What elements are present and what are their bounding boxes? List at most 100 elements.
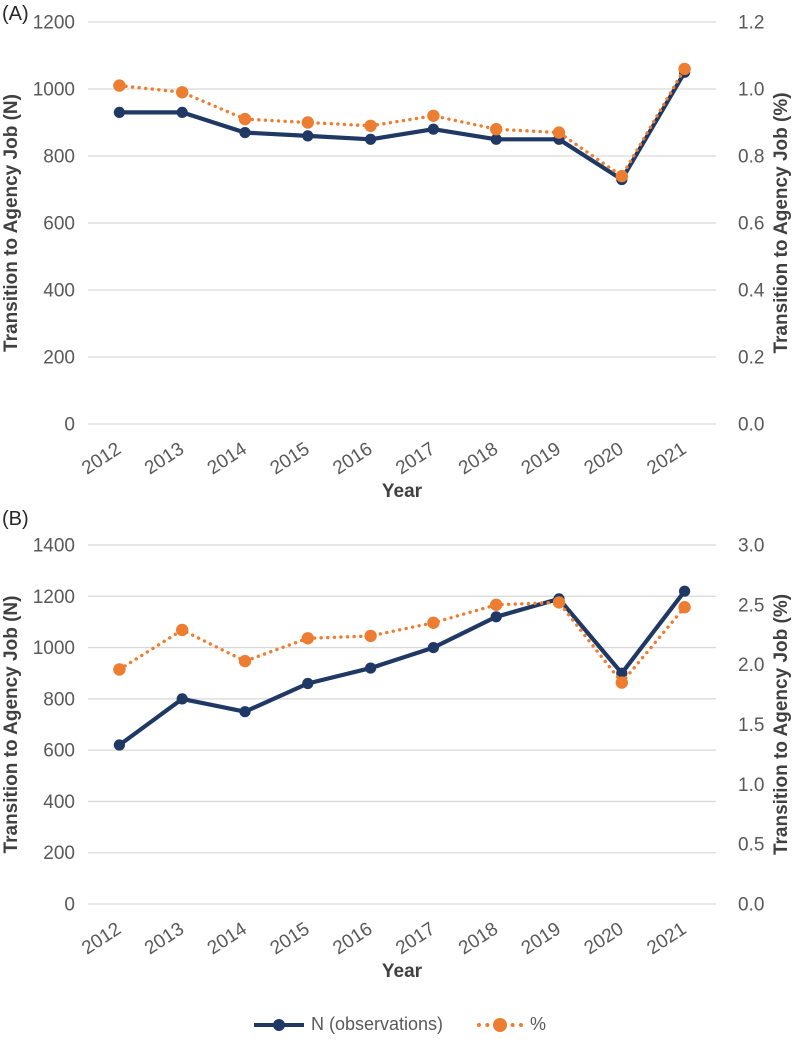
- data-point-n: [490, 611, 502, 623]
- x-axis-tick-label: 2014: [204, 438, 251, 479]
- x-axis-tick-label: 2021: [643, 439, 690, 480]
- data-point-percent: [113, 663, 126, 676]
- x-axis-tick-label: 2017: [392, 439, 439, 480]
- x-axis-tick-label: 2017: [392, 919, 439, 960]
- right-axis-tick-label: 0.4: [738, 281, 765, 302]
- left-axis-tick-label: 600: [43, 214, 75, 235]
- data-point-percent: [678, 601, 691, 614]
- n-series-marker-icon: [272, 1018, 285, 1031]
- data-point-percent: [364, 119, 377, 132]
- legend-label-n-observations: N (observations): [310, 1014, 444, 1034]
- x-axis-tick-label: 2016: [329, 439, 376, 480]
- legend-item-n-observations: N (observations): [253, 1014, 444, 1035]
- data-point-n: [302, 677, 314, 690]
- x-axis-tick-label: 2019: [518, 919, 565, 960]
- left-axis-tick-label: 800: [43, 147, 75, 168]
- right-axis-tick-label: 1.5: [738, 715, 764, 736]
- chart-panel-a: (A) 0 200 400 600 800 1000 1200 0.0 0.2 0.4 0.6 0.8 1…: [1, 3, 792, 502]
- data-point-percent: [552, 126, 566, 139]
- x-axis-tick-label: 2018: [455, 919, 502, 960]
- x-axis-tick-label: 2020: [581, 439, 628, 480]
- right-axis-tick-label: 1.0: [738, 775, 764, 796]
- right-axis-tick-label: 0.8: [738, 147, 764, 168]
- left-axis-tick-label: 1000: [33, 638, 75, 659]
- data-point-n: [113, 739, 125, 751]
- x-axis-tick-label: 2012: [78, 919, 125, 960]
- x-axis-tick-label: 2014: [204, 918, 251, 959]
- data-point-percent: [490, 123, 503, 136]
- data-point-n: [365, 133, 377, 145]
- left-axis-title: Transition to Agency Job (N): [1, 596, 22, 854]
- data-point-n: [616, 667, 628, 679]
- x-axis-title: Year: [382, 961, 423, 982]
- series-line-percent: [117, 600, 687, 685]
- left-axis-tick-label: 800: [43, 689, 75, 710]
- x-axis-tick-label: 2021: [643, 919, 690, 960]
- left-axis-tick-label: 0: [64, 895, 75, 916]
- right-axis-tick-label: 0.0: [738, 895, 764, 916]
- series-line-percent: [117, 67, 687, 178]
- data-point-percent: [552, 596, 566, 609]
- left-axis-tick-label: 1200: [33, 587, 75, 608]
- data-point-percent: [301, 632, 314, 645]
- panel-label-a: (A): [2, 3, 29, 25]
- x-axis-tick-label: 2015: [267, 439, 314, 480]
- panel-label-b: (B): [2, 508, 29, 530]
- right-axis-tick-label: 2.5: [738, 595, 764, 616]
- left-axis-tick-label: 0: [64, 415, 75, 436]
- left-axis-tick-label: 600: [43, 741, 75, 762]
- x-axis-tick-label: 2019: [518, 439, 565, 480]
- data-point-percent: [301, 116, 314, 129]
- right-axis-tick-label: 1.2: [738, 13, 764, 34]
- series-line-n: [119, 71, 687, 182]
- data-point-percent: [176, 623, 189, 637]
- data-point-percent: [176, 86, 189, 99]
- right-axis-tick-label: 0.2: [738, 348, 764, 369]
- left-axis-tick-label: 200: [43, 843, 75, 864]
- data-point-n: [679, 585, 691, 597]
- data-point-percent: [113, 79, 126, 92]
- x-axis-tick-label: 2016: [329, 919, 376, 960]
- data-point-percent: [678, 62, 691, 76]
- data-point-percent: [490, 598, 503, 611]
- right-axis-tick-label: 0.6: [738, 214, 764, 235]
- percent-series-marker-icon: [493, 1017, 508, 1032]
- legend-item-percent: %: [477, 1014, 546, 1035]
- left-axis-tick-label: 400: [43, 792, 75, 813]
- series-line-n: [118, 589, 687, 747]
- right-axis-tick-label: 0.0: [738, 415, 764, 436]
- data-point-n: [427, 123, 439, 135]
- data-point-n: [176, 693, 188, 705]
- data-point-n: [302, 130, 314, 142]
- x-axis-tick-label: 2018: [455, 439, 502, 480]
- left-axis-tick-label: 1400: [33, 536, 75, 557]
- data-point-percent: [364, 629, 377, 643]
- x-axis-tick-label: 2015: [267, 919, 314, 960]
- x-axis-tick-label: 2020: [581, 919, 628, 960]
- data-point-percent: [615, 169, 628, 183]
- chart-legend: N (observations) %: [0, 1002, 800, 1047]
- right-axis-title: Transition to Agency Job (%): [771, 594, 792, 855]
- left-axis-tick-label: 1200: [33, 13, 75, 34]
- data-point-percent: [615, 676, 628, 689]
- percent-series-line-swatch: [477, 1017, 524, 1032]
- x-axis-tick-label: 2012: [78, 439, 125, 480]
- data-point-n: [239, 127, 251, 139]
- x-axis-tick-label: 2013: [141, 919, 188, 960]
- left-axis-tick-label: 200: [43, 348, 75, 369]
- right-axis-tick-label: 0.5: [738, 835, 764, 856]
- left-axis-tick-label: 400: [43, 281, 75, 302]
- data-point-n: [490, 133, 502, 145]
- data-point-n: [427, 642, 439, 654]
- right-axis-tick-label: 3.0: [738, 536, 764, 557]
- data-point-percent: [427, 616, 440, 629]
- x-axis-tick-label: 2013: [141, 439, 188, 480]
- left-axis-title: Transition to Agency Job (N): [1, 94, 22, 352]
- data-point-percent: [238, 654, 252, 668]
- x-axis-title: Year: [382, 481, 423, 502]
- data-point-n: [176, 106, 188, 118]
- data-point-n: [365, 662, 377, 674]
- right-axis-tick-label: 1.0: [738, 80, 764, 101]
- data-point-percent: [238, 112, 252, 126]
